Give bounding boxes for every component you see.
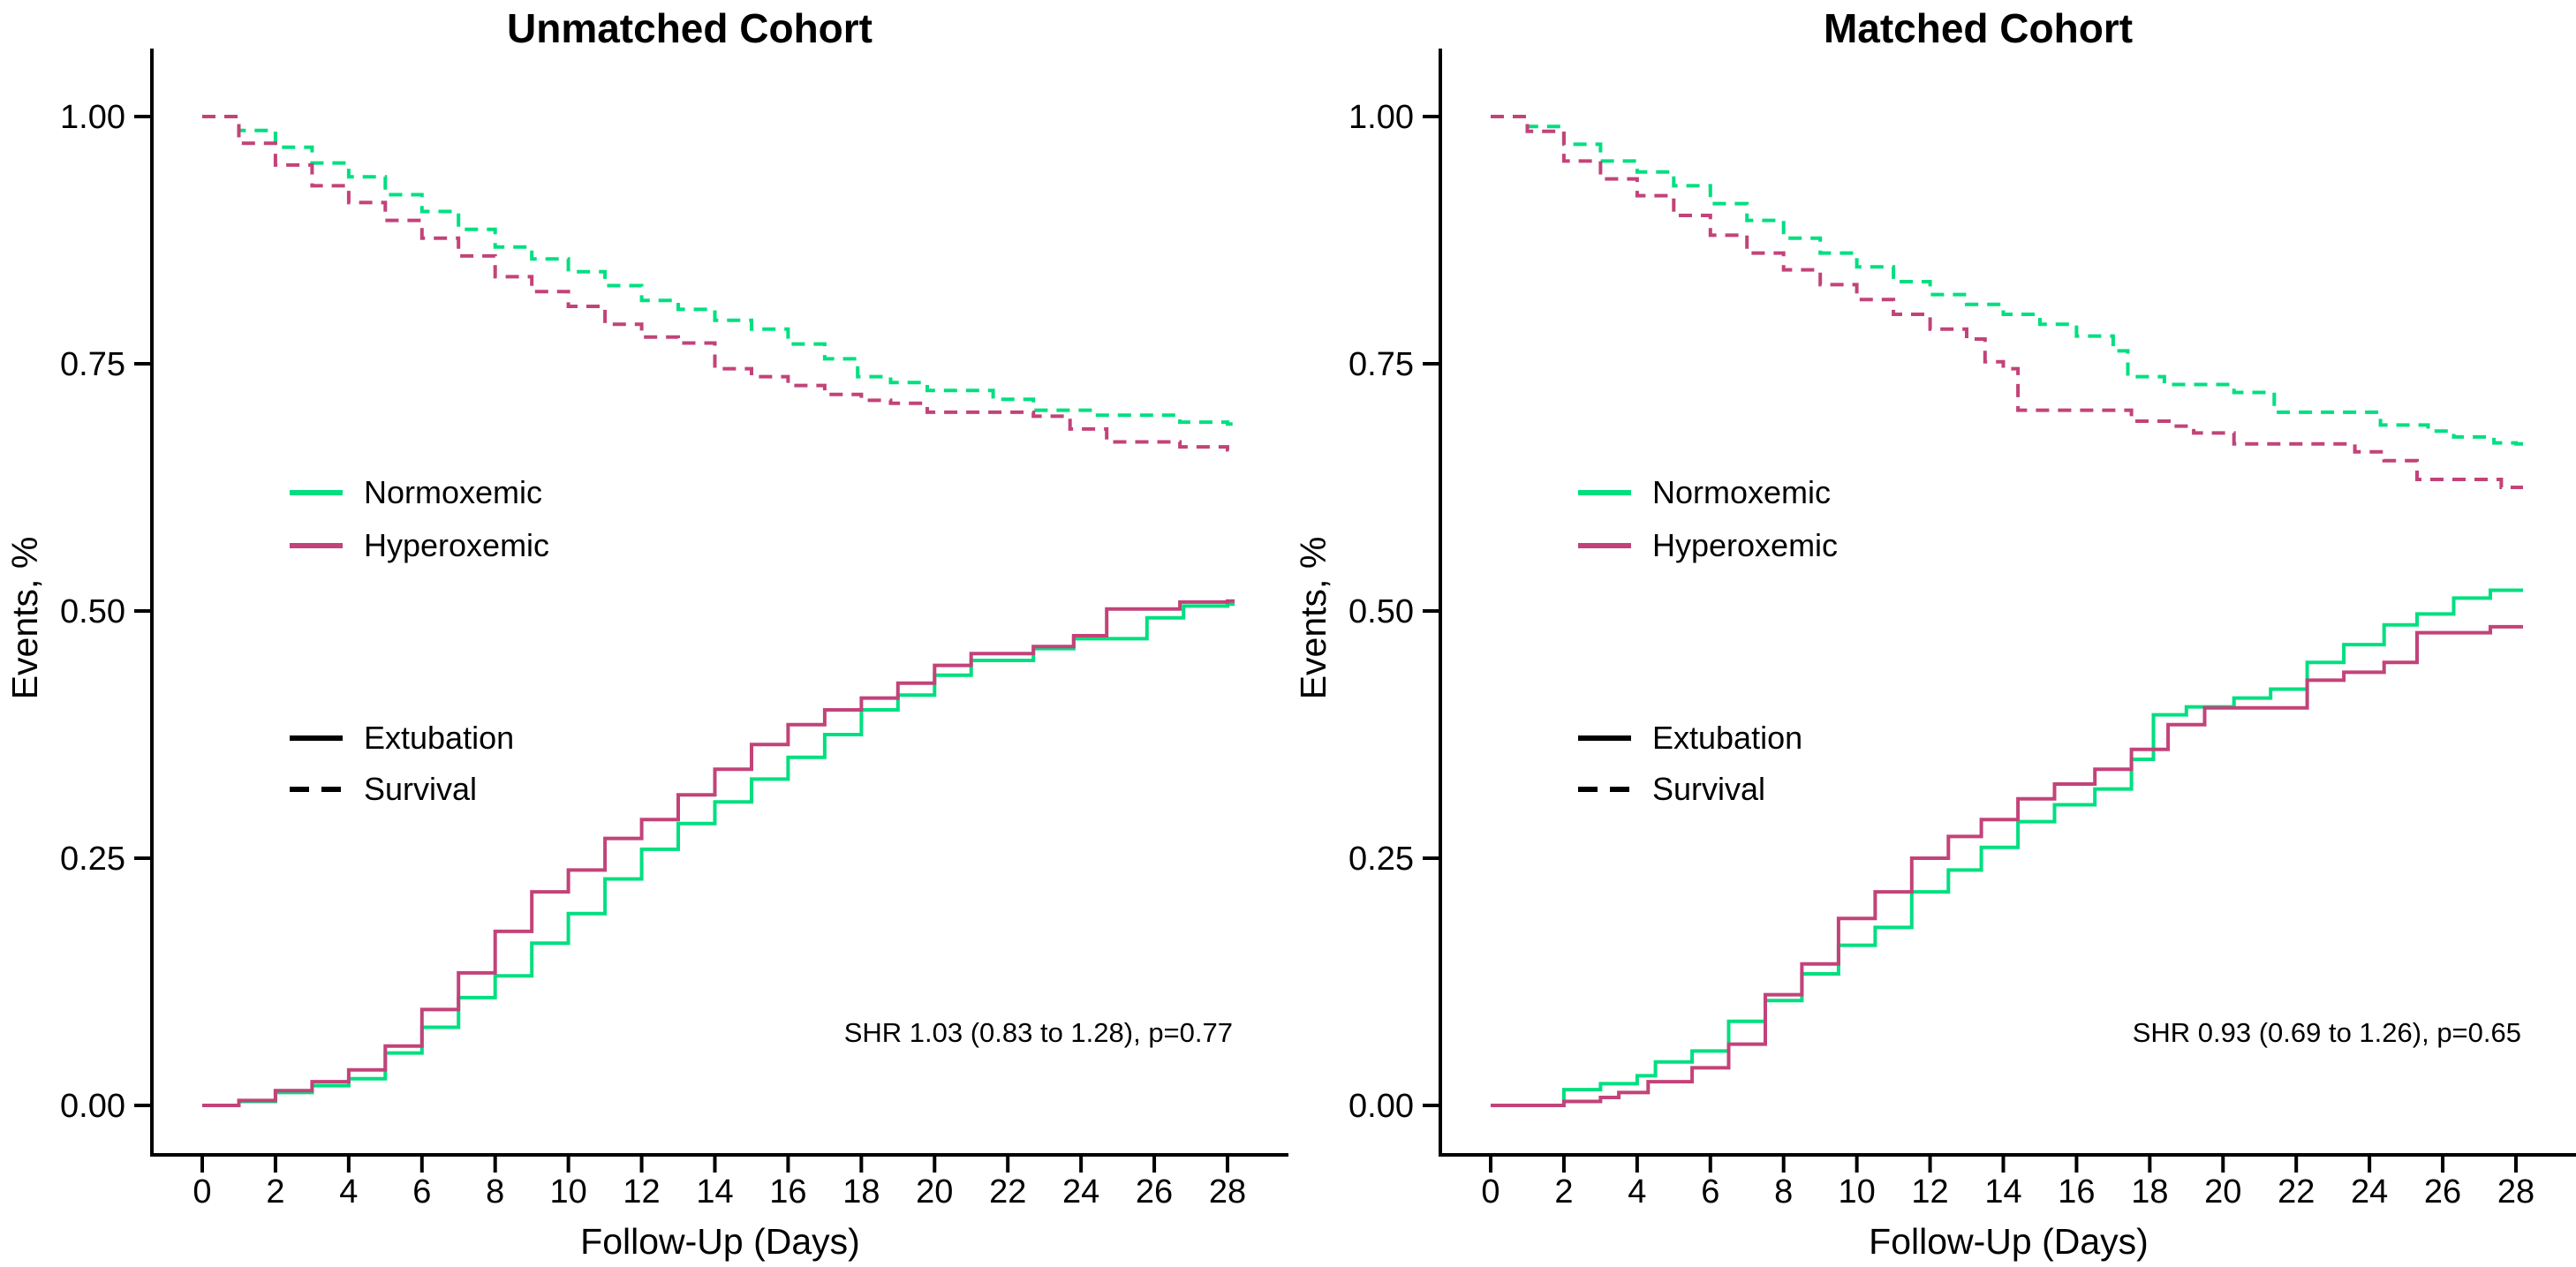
- y-tick-label: 0.00: [1348, 1088, 1414, 1125]
- x-tick-label: 2: [266, 1173, 284, 1210]
- x-tick-label: 18: [842, 1173, 880, 1210]
- x-tick-label: 4: [339, 1173, 358, 1210]
- legend-label-solid: Extubation: [1652, 720, 1802, 756]
- legend-label-dashed: Survival: [1652, 771, 1765, 807]
- x-tick-label: 12: [1911, 1173, 1948, 1210]
- y-tick-label: 0.50: [60, 593, 125, 630]
- x-tick-label: 8: [1774, 1173, 1793, 1210]
- y-tick-label: 0.75: [1348, 346, 1414, 383]
- x-tick-label: 20: [2204, 1173, 2241, 1210]
- y-tick-label: 0.25: [1348, 841, 1414, 878]
- curve-solid-hyperoxemic: [1491, 624, 2523, 1107]
- legend-label-dashed: Survival: [364, 771, 477, 807]
- x-tick-label: 26: [1136, 1173, 1173, 1210]
- x-tick-label: 20: [916, 1173, 953, 1210]
- x-tick-label: 2: [1554, 1173, 1573, 1210]
- x-tick-label: 4: [1628, 1173, 1646, 1210]
- x-tick-label: 6: [412, 1173, 431, 1210]
- x-tick-label: 22: [2278, 1173, 2315, 1210]
- x-tick-label: 12: [623, 1173, 660, 1210]
- curve-dashed-hyperoxemic: [202, 115, 1235, 452]
- x-tick-label: 8: [486, 1173, 504, 1210]
- panel-title: Unmatched Cohort: [507, 5, 873, 51]
- x-axis-title: Follow-Up (Days): [580, 1221, 860, 1262]
- panel-title: Matched Cohort: [1824, 5, 2133, 51]
- x-tick-label: 28: [1209, 1173, 1246, 1210]
- y-tick-label: 0.25: [60, 841, 125, 878]
- x-tick-label: 24: [2351, 1173, 2388, 1210]
- x-tick-label: 26: [2424, 1173, 2461, 1210]
- x-tick-label: 10: [1838, 1173, 1875, 1210]
- shr-annotation: SHR 0.93 (0.69 to 1.26), p=0.65: [2133, 1017, 2521, 1048]
- legend-label-hyperoxemic: Hyperoxemic: [364, 527, 549, 563]
- x-tick-label: 6: [1701, 1173, 1719, 1210]
- curve-solid-hyperoxemic: [202, 599, 1235, 1107]
- shr-annotation: SHR 1.03 (0.83 to 1.28), p=0.77: [844, 1017, 1233, 1048]
- y-axis-title: Events, %: [4, 537, 45, 700]
- x-tick-label: 14: [696, 1173, 733, 1210]
- x-tick-label: 16: [769, 1173, 806, 1210]
- x-tick-label: 0: [1481, 1173, 1500, 1210]
- curve-solid-normoxemic: [202, 602, 1235, 1107]
- x-axis-title: Follow-Up (Days): [1869, 1221, 2149, 1262]
- legend-label-normoxemic: Normoxemic: [1652, 474, 1831, 510]
- curve-dashed-normoxemic: [202, 115, 1235, 426]
- curve-solid-normoxemic: [1491, 588, 2523, 1107]
- curve-dashed-normoxemic: [1491, 115, 2523, 446]
- y-tick-label: 0.50: [1348, 593, 1414, 630]
- x-tick-label: 0: [193, 1173, 211, 1210]
- curve-dashed-hyperoxemic: [1491, 115, 2523, 489]
- x-tick-label: 14: [1984, 1173, 2021, 1210]
- x-tick-label: 28: [2497, 1173, 2534, 1210]
- legend-label-hyperoxemic: Hyperoxemic: [1652, 527, 1838, 563]
- y-tick-label: 1.00: [60, 99, 125, 136]
- x-tick-label: 24: [1062, 1173, 1099, 1210]
- legend-label-solid: Extubation: [364, 720, 514, 756]
- x-tick-label: 22: [989, 1173, 1026, 1210]
- y-tick-label: 0.75: [60, 346, 125, 383]
- y-axis-title: Events, %: [1293, 537, 1333, 700]
- x-tick-label: 18: [2131, 1173, 2168, 1210]
- y-tick-label: 0.00: [60, 1088, 125, 1125]
- legend-label-normoxemic: Normoxemic: [364, 474, 542, 510]
- x-tick-label: 16: [2058, 1173, 2095, 1210]
- x-tick-label: 10: [549, 1173, 586, 1210]
- y-tick-label: 1.00: [1348, 99, 1414, 136]
